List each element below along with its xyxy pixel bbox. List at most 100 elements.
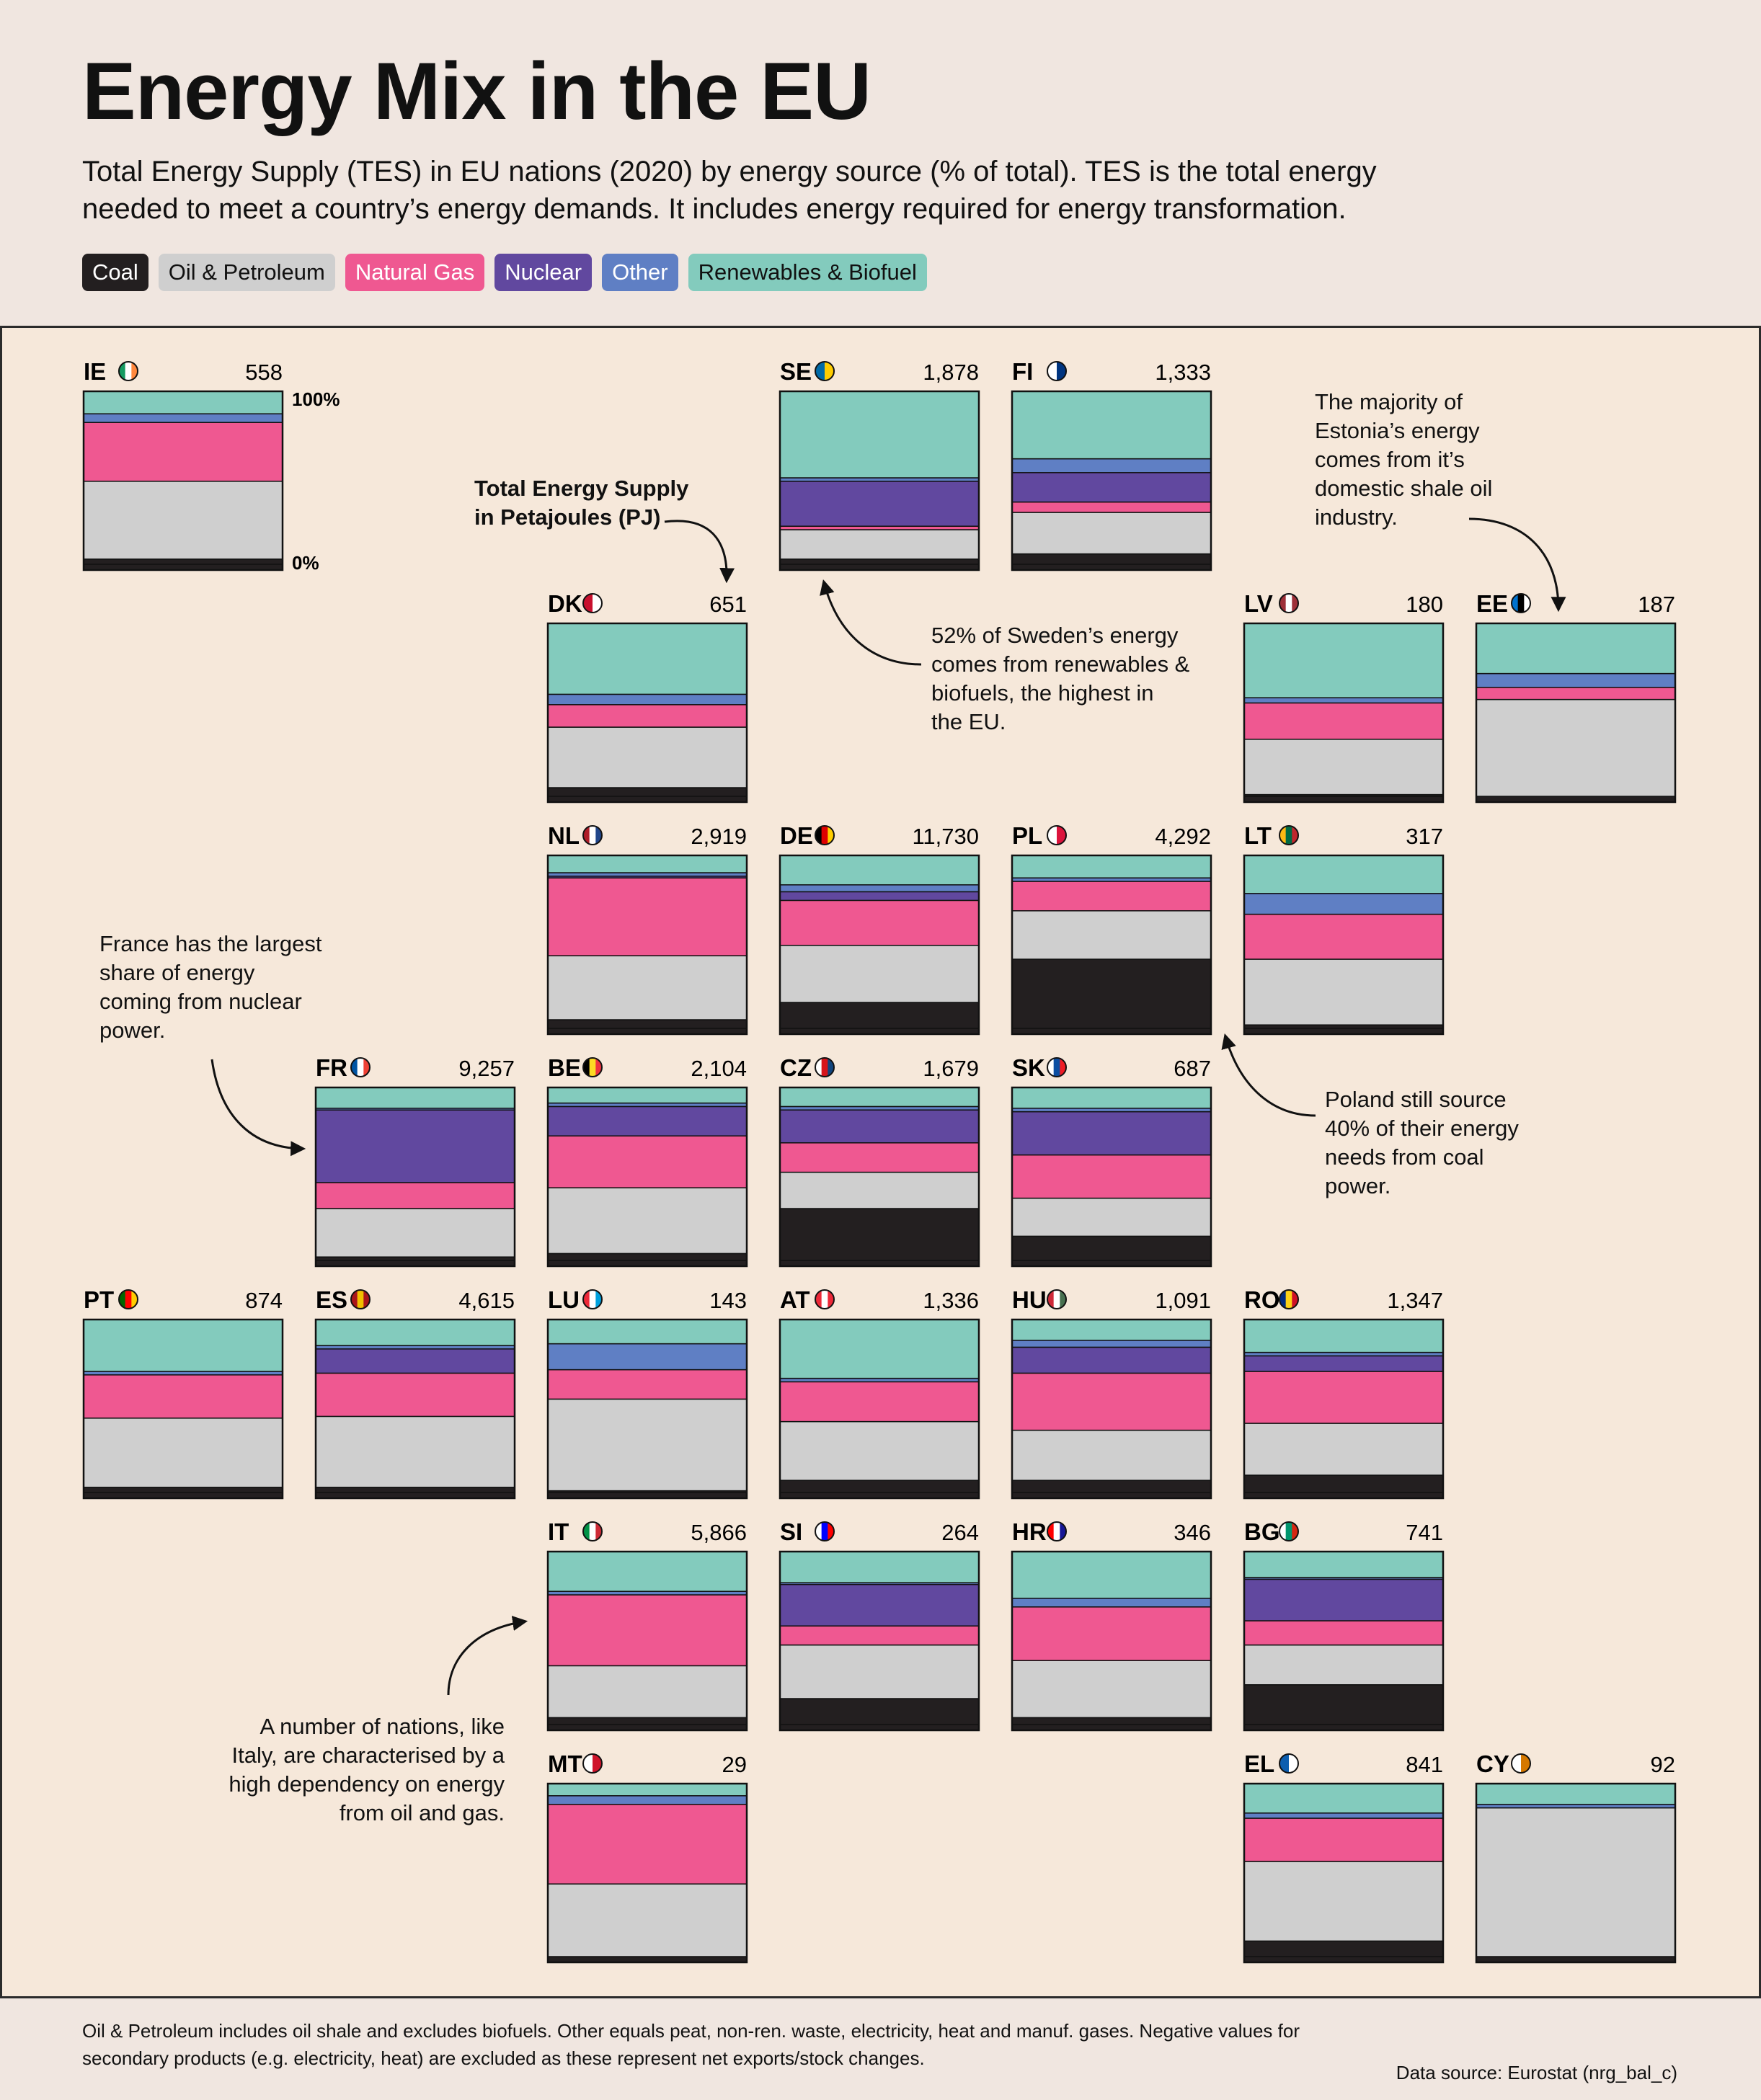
country-tile-fr: FR 9,257 <box>314 1054 516 1268</box>
segment-coal <box>1011 1235 1212 1261</box>
segment-natural-gas <box>1243 1818 1444 1862</box>
flag-icon <box>582 1521 603 1541</box>
segment-natural-gas <box>1476 687 1676 700</box>
flag-icon <box>1279 1521 1299 1541</box>
country-tile-cy: CY 92 <box>1475 1750 1677 1964</box>
segment-other <box>1011 1340 1212 1348</box>
axis-top-label: 100% <box>292 388 340 410</box>
tes-total: 1,679 <box>923 1056 979 1081</box>
segment-renewables-biofuel <box>547 1551 748 1592</box>
country-code: LV <box>1244 590 1273 617</box>
coal-base-bar <box>1244 1725 1443 1730</box>
segment-other <box>1243 697 1444 704</box>
tes-total: 92 <box>1651 1752 1675 1777</box>
flag-icon <box>1047 1057 1067 1077</box>
country-code: SK <box>1012 1054 1045 1081</box>
segment-other <box>547 693 748 706</box>
country-tile-nl: NL 2,919 <box>546 822 748 1036</box>
segment-renewables-biofuel <box>1243 623 1444 698</box>
coal-base-bar <box>1244 1492 1443 1498</box>
tile-border <box>1011 854 1212 1036</box>
segment-nuclear <box>1011 472 1212 503</box>
tile-border <box>779 854 980 1036</box>
france-annotation: France has the largest share of energy c… <box>99 931 322 1043</box>
tes-total: 346 <box>1174 1520 1211 1545</box>
tes-total: 264 <box>941 1520 979 1545</box>
segment-other <box>1243 893 1444 915</box>
segment-natural-gas <box>1243 1620 1444 1646</box>
segment-natural-gas <box>779 899 980 946</box>
tile-border <box>1011 1086 1212 1268</box>
segment-oil-petroleum <box>315 1415 515 1488</box>
country-code: SE <box>780 358 812 385</box>
country-tile-it: IT 5,866 <box>546 1518 748 1732</box>
segment-natural-gas <box>1243 913 1444 960</box>
tes-total: 29 <box>722 1752 747 1777</box>
flag-icon <box>118 361 138 381</box>
flag-icon <box>1511 1753 1531 1774</box>
country-code: HU <box>1012 1286 1047 1313</box>
segment-renewables-biofuel <box>1476 1783 1676 1805</box>
tes-total: 2,104 <box>691 1056 747 1081</box>
segment-renewables-biofuel <box>779 1319 980 1379</box>
tes-total: 1,091 <box>1155 1288 1211 1313</box>
coal-base-bar <box>84 1492 283 1498</box>
country-tile-lv: LV 180 <box>1243 590 1445 804</box>
country-tile-si: SI 264 <box>779 1518 980 1732</box>
segment-oil-petroleum <box>1243 1423 1444 1476</box>
flag-icon <box>1047 825 1067 845</box>
axis-bottom-label: 0% <box>292 552 319 574</box>
segment-nuclear <box>1011 1111 1212 1156</box>
tile-border <box>314 1086 516 1268</box>
flag-icon <box>815 1289 835 1309</box>
segment-coal <box>1011 958 1212 1029</box>
country-tile-de: DE 11,730 <box>779 822 980 1036</box>
flag-icon <box>1047 1289 1067 1309</box>
flag-icon <box>1511 593 1531 613</box>
segment-other <box>1011 1598 1212 1608</box>
segment-coal <box>1243 1684 1444 1725</box>
flag-icon <box>1279 1289 1299 1309</box>
tile-border <box>546 854 748 1036</box>
segment-renewables-biofuel <box>83 1319 283 1372</box>
country-code: HR <box>1012 1518 1047 1545</box>
segment-coal <box>1011 1480 1212 1493</box>
coal-base-bar <box>780 564 979 570</box>
country-tile-cz: CZ 1,679 <box>779 1054 980 1268</box>
chart-title: Energy Mix in the EU <box>82 46 871 136</box>
segment-natural-gas <box>779 1142 980 1173</box>
segment-oil-petroleum <box>315 1208 515 1258</box>
segment-renewables-biofuel <box>779 855 980 886</box>
tes-total: 4,292 <box>1155 824 1211 849</box>
segment-renewables-biofuel <box>1243 1783 1444 1814</box>
segment-natural-gas <box>1011 1606 1212 1661</box>
segment-oil-petroleum <box>547 955 748 1020</box>
segment-renewables-biofuel <box>779 391 980 479</box>
segment-oil-petroleum <box>1243 958 1444 1025</box>
tile-border <box>1475 622 1677 804</box>
country-code: FR <box>316 1054 347 1081</box>
estonia-arrow <box>1468 517 1566 613</box>
segment-renewables-biofuel <box>83 391 283 414</box>
tile-border <box>1243 1318 1445 1500</box>
segment-renewables-biofuel <box>779 1087 980 1108</box>
coal-base-bar <box>1476 1957 1675 1962</box>
segment-coal <box>83 1487 283 1493</box>
segment-natural-gas <box>779 1625 980 1646</box>
italy-annotation: A number of nations, like Italy, are cha… <box>229 1714 505 1825</box>
footnote: Oil & Petroleum includes oil shale and e… <box>82 2020 1300 2069</box>
tes-total: 874 <box>245 1288 283 1313</box>
segment-nuclear <box>779 1109 980 1144</box>
tes-total: 2,919 <box>691 824 747 849</box>
footer: Oil & Petroleum includes oil shale and e… <box>0 1996 1761 2100</box>
coal-base-bar <box>1012 1725 1211 1730</box>
country-tile-sk: SK 687 <box>1011 1054 1212 1268</box>
tes-unit-annotation: Total Energy Supply in Petajoules (PJ) <box>474 476 689 530</box>
coal-base-bar <box>780 1725 979 1730</box>
coal-base-bar <box>84 564 283 570</box>
segment-coal <box>779 1208 980 1261</box>
segment-natural-gas <box>547 704 748 728</box>
country-tile-lu: LU 143 <box>546 1286 748 1500</box>
segment-oil-petroleum <box>779 1644 980 1699</box>
flag-icon <box>815 361 835 381</box>
